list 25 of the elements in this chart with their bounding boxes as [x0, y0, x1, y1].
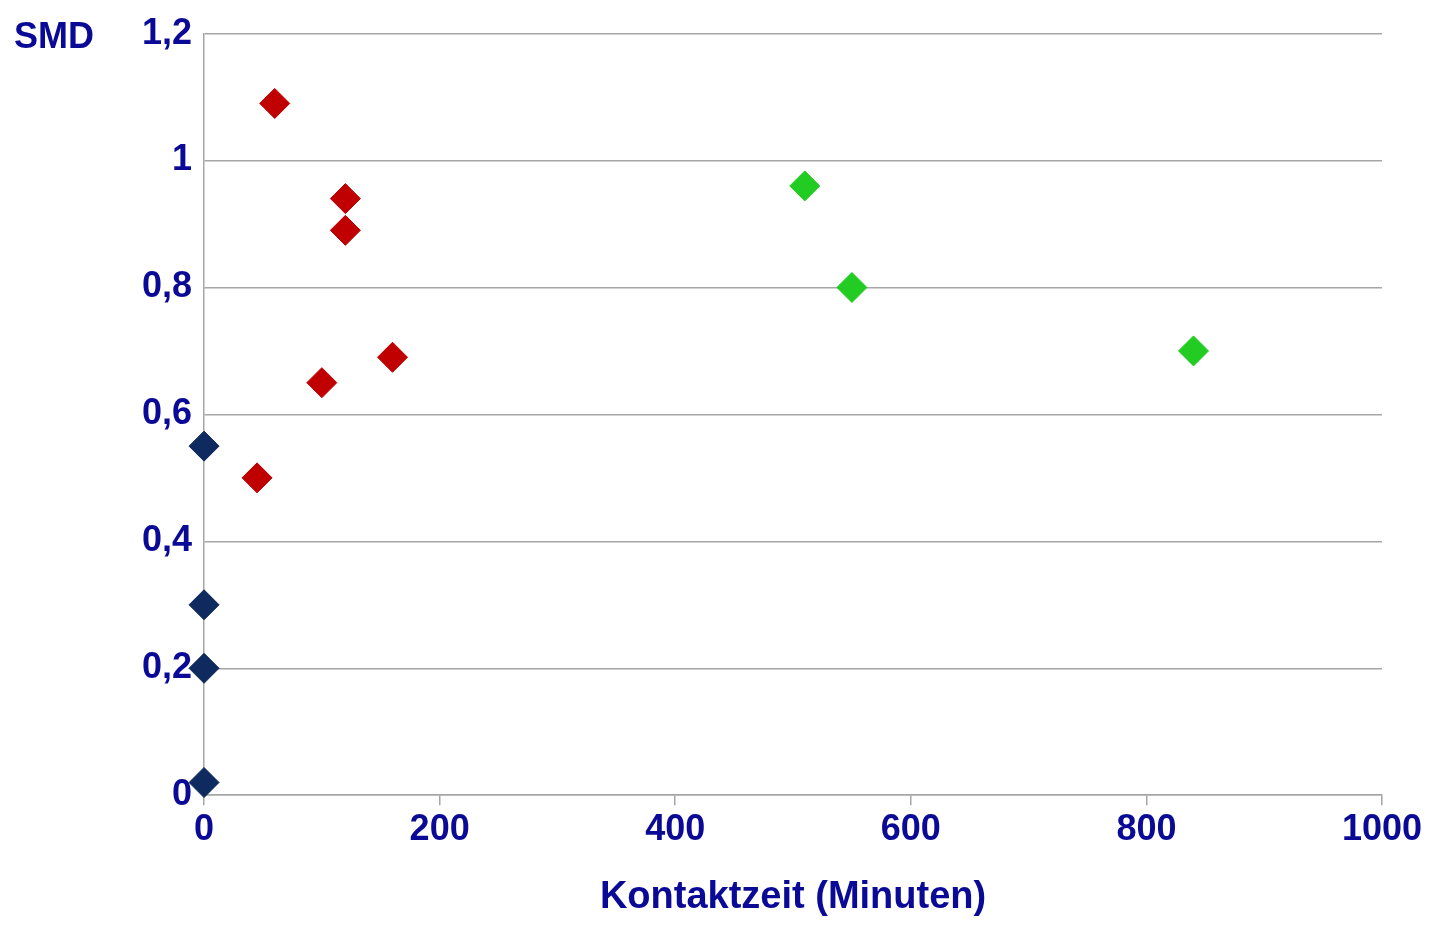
x-tick-label: 1000 — [1341, 806, 1423, 848]
point — [259, 87, 291, 119]
point — [329, 183, 361, 215]
y-tick-label: 1 — [172, 137, 193, 179]
x-axis-title: Kontaktzeit (Minuten) — [599, 873, 987, 916]
y-tick-label: 0,2 — [142, 645, 193, 687]
point — [836, 271, 868, 303]
point — [188, 589, 220, 621]
x-tick-label: 600 — [880, 806, 941, 848]
y-tick-label: 0,8 — [142, 264, 193, 306]
point — [1178, 335, 1210, 367]
point — [306, 367, 338, 399]
point — [188, 430, 220, 462]
point — [789, 170, 821, 202]
y-axis-title: SMD — [14, 14, 94, 56]
x-tick-label: 800 — [1116, 806, 1177, 848]
point — [241, 462, 273, 494]
x-tick-label: 200 — [409, 806, 470, 848]
point — [329, 214, 361, 246]
x-tick-label: 400 — [645, 806, 706, 848]
y-tick-label: 0,4 — [142, 518, 193, 560]
point — [377, 341, 409, 373]
y-tick-label: 0 — [172, 772, 193, 814]
y-tick-label: 0,6 — [142, 391, 193, 433]
y-tick-label: 1,2 — [142, 10, 193, 52]
